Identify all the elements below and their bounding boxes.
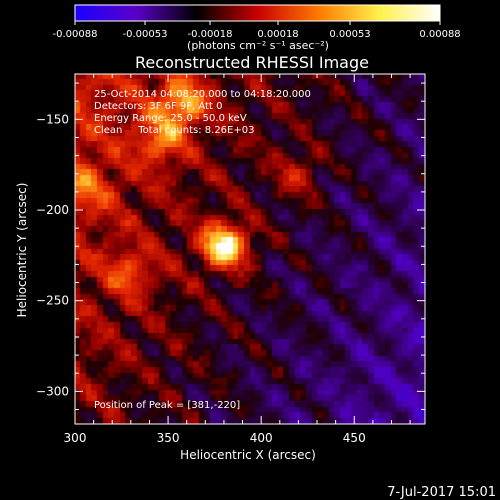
plot-frame bbox=[74, 73, 426, 425]
colorbar-unit-label: (photons cm⁻² s⁻¹ asec⁻²) bbox=[187, 39, 329, 52]
annotation-block: 25-Oct-2014 04:08:20.000 to 04:18:20.000… bbox=[94, 89, 311, 136]
y-tick-label: −200 bbox=[36, 203, 69, 217]
colorbar-tick-label: 0.00053 bbox=[329, 29, 370, 40]
plot-area: 300 350 400 450 −150 −200 −250 −300 bbox=[36, 73, 426, 445]
colorbar-tick-label: -0.00088 bbox=[53, 29, 98, 40]
x-tick-label: 350 bbox=[157, 431, 180, 445]
colorbar: -0.00088 -0.00053 -0.00018 0.00018 0.00053 0.… bbox=[53, 4, 461, 52]
colorbar-ticks: -0.00088 -0.00053 -0.00018 0.00018 0.00053 0.… bbox=[53, 21, 461, 40]
colorbar-gradient bbox=[74, 4, 441, 22]
annotation-time-range: 25-Oct-2014 04:08:20.000 to 04:18:20.000 bbox=[94, 89, 311, 100]
axis-ticks: 300 350 400 450 −150 −200 −250 −300 bbox=[36, 74, 425, 445]
peak-position-label: Position of Peak = [381,-220] bbox=[94, 400, 240, 411]
colorbar-tick-label: 0.00018 bbox=[257, 29, 298, 40]
y-tick-label: −300 bbox=[36, 384, 69, 398]
y-tick-label: −250 bbox=[36, 294, 69, 308]
chart-title: Reconstructed RHESSI Image bbox=[135, 53, 369, 72]
annotation-clean-counts: Clean Total counts: 8.26E+03 bbox=[94, 125, 254, 136]
annotation-energy-range: Energy Range: 25.0 - 50.0 keV bbox=[94, 113, 247, 124]
x-tick-label: 400 bbox=[250, 431, 273, 445]
colorbar-tick-label: 0.00088 bbox=[419, 29, 460, 40]
colorbar-tick-label: -0.00018 bbox=[188, 29, 233, 40]
x-tick-label: 300 bbox=[64, 431, 87, 445]
x-axis-label: Heliocentric X (arcsec) bbox=[180, 448, 316, 462]
footer-date: 7-Jul-2017 15:01 bbox=[387, 485, 496, 500]
heatmap-image bbox=[75, 74, 425, 424]
x-tick-label: 450 bbox=[343, 431, 366, 445]
annotation-detectors: Detectors: 3F 6F 9F, Att 0 bbox=[94, 101, 222, 112]
y-tick-label: −150 bbox=[36, 112, 69, 126]
y-axis-label: Heliocentric Y (arcsec) bbox=[15, 183, 29, 318]
colorbar-tick-label: -0.00053 bbox=[123, 29, 168, 40]
